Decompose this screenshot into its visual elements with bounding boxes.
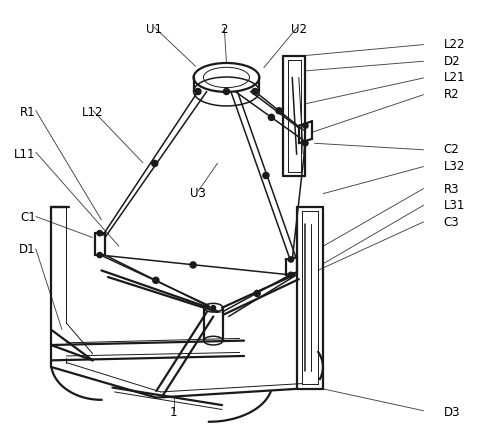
Circle shape [252, 88, 258, 95]
Text: C2: C2 [444, 143, 459, 156]
Circle shape [254, 290, 260, 297]
Text: D1: D1 [19, 243, 36, 257]
Circle shape [224, 88, 229, 95]
Text: L12: L12 [82, 106, 103, 119]
Text: C1: C1 [20, 211, 36, 224]
Circle shape [263, 172, 269, 179]
Text: L32: L32 [444, 160, 465, 173]
Circle shape [303, 141, 308, 146]
Text: U1: U1 [146, 23, 162, 36]
Circle shape [303, 123, 308, 128]
Text: U3: U3 [190, 187, 206, 200]
Circle shape [288, 257, 294, 262]
Text: L21: L21 [444, 71, 465, 84]
Circle shape [97, 253, 102, 258]
Text: L22: L22 [444, 38, 465, 51]
Text: 2: 2 [221, 23, 228, 36]
Text: D3: D3 [444, 406, 460, 418]
Circle shape [288, 272, 294, 278]
Text: L31: L31 [444, 199, 465, 213]
Circle shape [190, 262, 196, 268]
Circle shape [195, 88, 201, 95]
Text: D2: D2 [444, 55, 460, 68]
Circle shape [152, 160, 158, 166]
Circle shape [153, 277, 159, 283]
Text: R1: R1 [20, 106, 36, 119]
Circle shape [97, 231, 102, 236]
Text: R3: R3 [444, 183, 459, 196]
Text: L11: L11 [14, 148, 36, 161]
Text: R2: R2 [444, 88, 459, 101]
Text: 1: 1 [170, 406, 178, 418]
Circle shape [268, 114, 274, 121]
Text: U2: U2 [291, 23, 307, 36]
Circle shape [276, 108, 282, 114]
Circle shape [211, 305, 216, 310]
Text: C3: C3 [444, 216, 459, 229]
